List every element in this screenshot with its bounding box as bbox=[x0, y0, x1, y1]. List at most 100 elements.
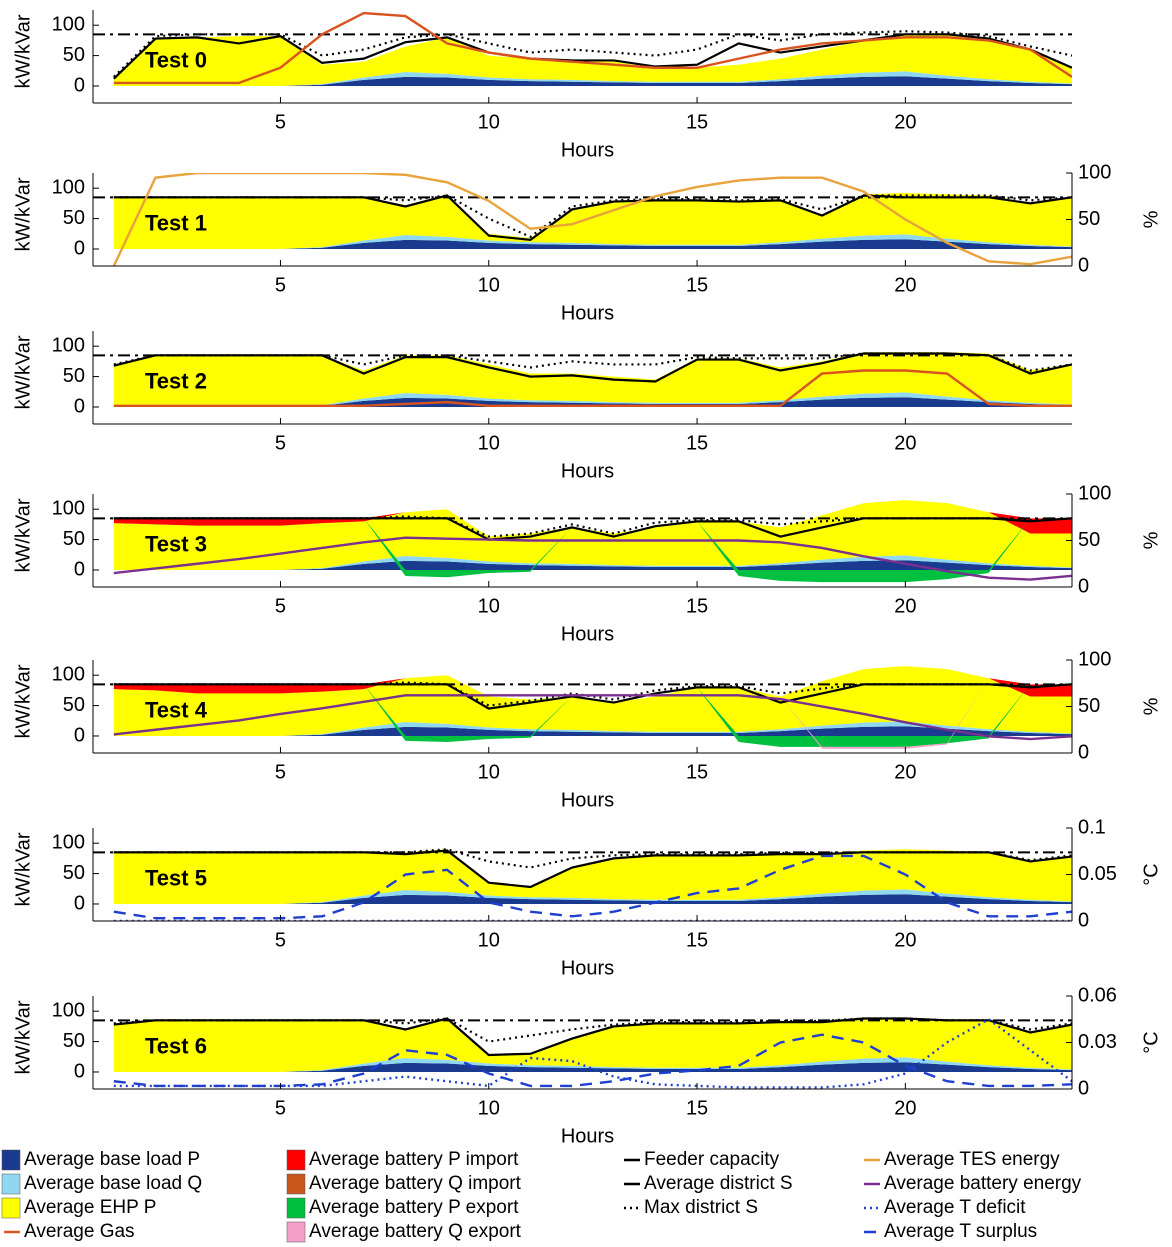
y-axis-label: kW/kVar bbox=[12, 1000, 34, 1074]
x-tick-label: 20 bbox=[894, 761, 916, 783]
area bbox=[113, 234, 1072, 249]
area bbox=[113, 560, 1072, 570]
x-tick-label: 15 bbox=[686, 432, 708, 454]
y2-tick-label: 0.1 bbox=[1078, 816, 1106, 838]
y2-tick-label: 0 bbox=[1078, 254, 1089, 276]
x-tick-label: 5 bbox=[275, 111, 286, 133]
y2-tick-label: 0 bbox=[1078, 741, 1089, 763]
y2-axis-label: °C bbox=[1140, 863, 1162, 885]
legend-swatch bbox=[1, 1197, 21, 1219]
line bbox=[113, 30, 1072, 78]
legend-label: Average battery Q export bbox=[309, 1221, 522, 1242]
legend-label: Max district S bbox=[644, 1197, 758, 1218]
plot bbox=[93, 1017, 1072, 1089]
x-tick-label: 15 bbox=[686, 274, 708, 296]
area bbox=[113, 76, 1072, 86]
area bbox=[113, 1057, 1072, 1072]
x-tick-label: 20 bbox=[894, 111, 916, 133]
y-tick-label: 50 bbox=[63, 694, 85, 716]
legend-label: Average district S bbox=[644, 1173, 793, 1194]
x-tick-label: 15 bbox=[686, 595, 708, 617]
y2-tick-label: 50 bbox=[1078, 208, 1100, 230]
y2-tick-label: 100 bbox=[1078, 482, 1111, 504]
plot bbox=[93, 173, 1072, 266]
x-tick-label: 15 bbox=[686, 761, 708, 783]
legend-swatch bbox=[1, 1173, 21, 1195]
x-tick-label: 5 bbox=[275, 274, 286, 296]
y-tick-label: 0 bbox=[74, 1060, 85, 1082]
y-tick-label: 50 bbox=[63, 365, 85, 387]
x-tick-label: 5 bbox=[275, 1097, 286, 1119]
y2-axis-label: °C bbox=[1140, 1031, 1162, 1053]
y-tick-label: 100 bbox=[52, 176, 85, 198]
legend-label: Average battery P export bbox=[309, 1197, 519, 1218]
x-tick-label: 10 bbox=[478, 761, 500, 783]
y-tick-label: 0 bbox=[74, 74, 85, 96]
y-axis-label: kW/kVar bbox=[12, 335, 34, 409]
area bbox=[113, 397, 1072, 407]
area bbox=[113, 889, 1072, 904]
line bbox=[113, 1017, 1072, 1043]
legend-label: Average battery energy bbox=[884, 1173, 1082, 1194]
y2-axis-label: % bbox=[1140, 697, 1162, 715]
x-tick-label: 10 bbox=[478, 595, 500, 617]
y-tick-label: 100 bbox=[52, 999, 85, 1021]
x-axis-label: Hours bbox=[561, 957, 614, 979]
line bbox=[113, 694, 1072, 741]
line bbox=[113, 849, 1072, 889]
x-tick-label: 10 bbox=[478, 274, 500, 296]
area bbox=[113, 555, 1072, 570]
legend-swatch bbox=[286, 1197, 306, 1219]
x-tick-label: 5 bbox=[275, 432, 286, 454]
legend-label: Average battery Q import bbox=[309, 1173, 522, 1194]
area bbox=[113, 1018, 1072, 1072]
x-tick-label: 15 bbox=[686, 1097, 708, 1119]
x-tick-label: 20 bbox=[894, 1097, 916, 1119]
y-tick-label: 100 bbox=[52, 334, 85, 356]
legend-label: Feeder capacity bbox=[644, 1149, 780, 1170]
line bbox=[113, 194, 1072, 242]
legend-label: Average T deficit bbox=[884, 1197, 1026, 1218]
y-tick-label: 50 bbox=[63, 1030, 85, 1052]
x-axis-label: Hours bbox=[561, 1125, 614, 1147]
y-tick-label: 100 bbox=[52, 831, 85, 853]
y2-tick-label: 0 bbox=[1078, 909, 1089, 931]
y-tick-label: 100 bbox=[52, 663, 85, 685]
area bbox=[113, 34, 1072, 86]
y2-tick-label: 0.03 bbox=[1078, 1031, 1117, 1053]
y-axis-label: kW/kVar bbox=[12, 664, 34, 738]
line bbox=[113, 33, 1072, 80]
line bbox=[112, 173, 1072, 266]
line bbox=[113, 352, 1072, 383]
x-tick-label: 10 bbox=[478, 929, 500, 951]
area bbox=[113, 849, 1072, 904]
area bbox=[113, 894, 1072, 904]
line bbox=[113, 517, 1072, 541]
legend-swatch bbox=[286, 1173, 306, 1195]
x-axis-label: Hours bbox=[561, 302, 614, 324]
area bbox=[113, 392, 1072, 407]
area bbox=[113, 71, 1072, 86]
plot bbox=[93, 500, 1072, 583]
y2-tick-label: 100 bbox=[1078, 161, 1111, 183]
y2-axis-label: % bbox=[1140, 210, 1162, 228]
plot bbox=[93, 11, 1072, 86]
y-tick-label: 0 bbox=[74, 558, 85, 580]
area bbox=[113, 726, 1072, 736]
x-axis-label: Hours bbox=[561, 460, 614, 482]
panel-label: Test 5 bbox=[145, 865, 207, 890]
y-tick-label: 50 bbox=[63, 44, 85, 66]
x-tick-label: 5 bbox=[275, 929, 286, 951]
panel-label: Test 3 bbox=[145, 531, 207, 556]
panel-label: Test 1 bbox=[145, 210, 207, 235]
y-tick-label: 100 bbox=[52, 497, 85, 519]
area bbox=[113, 1062, 1072, 1072]
y-axis-label: kW/kVar bbox=[12, 832, 34, 906]
x-axis-label: Hours bbox=[561, 139, 614, 161]
y2-tick-label: 0 bbox=[1078, 1077, 1089, 1099]
panel-label: Test 4 bbox=[145, 697, 208, 722]
y2-tick-label: 0.05 bbox=[1078, 863, 1117, 885]
x-tick-label: 15 bbox=[686, 929, 708, 951]
x-tick-label: 10 bbox=[478, 432, 500, 454]
